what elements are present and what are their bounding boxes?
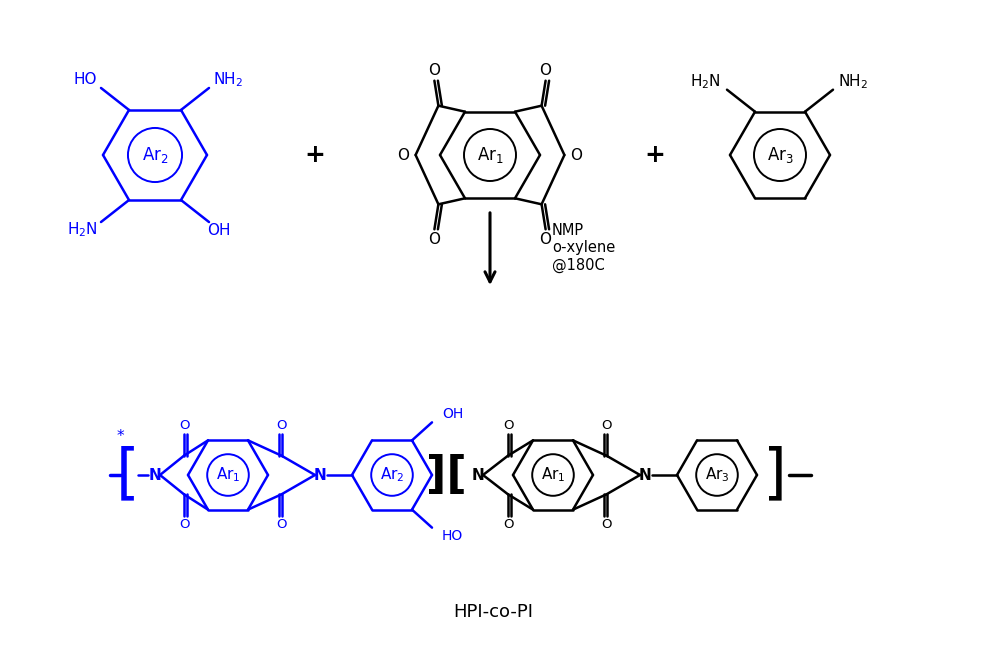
Text: Ar$_2$: Ar$_2$ [380,465,404,484]
Text: Ar$_3$: Ar$_3$ [705,465,730,484]
Text: O: O [428,63,441,78]
Text: O: O [428,232,441,247]
Text: *: * [116,430,124,445]
Text: O: O [397,148,409,162]
Text: NH$_2$: NH$_2$ [213,71,244,89]
Text: Ar$_2$: Ar$_2$ [142,145,169,165]
Text: O: O [503,419,514,432]
Text: +: + [645,143,666,167]
Text: Ar$_1$: Ar$_1$ [540,465,565,484]
Text: H$_2$N: H$_2$N [67,221,98,239]
Text: ][: ][ [426,454,466,497]
Text: O: O [601,419,611,432]
Text: OH: OH [207,222,231,237]
Text: HO: HO [442,528,463,543]
Text: +: + [305,143,325,167]
Text: O: O [276,419,287,432]
Text: OH: OH [442,408,463,421]
Text: O: O [539,232,551,247]
Text: O: O [570,148,583,162]
Text: O: O [276,518,287,531]
Text: O: O [601,518,611,531]
Text: HPI-co-PI: HPI-co-PI [453,603,533,621]
Text: NH$_2$: NH$_2$ [838,72,868,91]
Text: O: O [539,63,551,78]
Text: O: O [503,518,514,531]
Text: N: N [149,467,162,482]
Text: NMP
o-xylene
@180C: NMP o-xylene @180C [552,223,615,273]
Text: Ar$_1$: Ar$_1$ [216,465,241,484]
Text: [: [ [116,445,140,504]
Text: N: N [471,467,484,482]
Text: N: N [639,467,652,482]
Text: ]: ] [763,445,787,504]
Text: Ar$_3$: Ar$_3$ [766,145,794,165]
Text: H$_2$N: H$_2$N [689,72,721,91]
Text: O: O [178,518,189,531]
Text: O: O [178,419,189,432]
Text: Ar$_1$: Ar$_1$ [476,145,504,165]
Text: N: N [314,467,326,482]
Text: HO: HO [73,72,97,88]
